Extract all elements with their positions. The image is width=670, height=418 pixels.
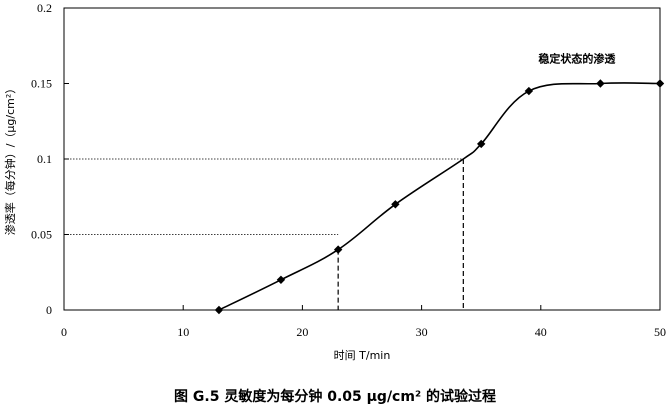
x-tick-label: 0 bbox=[61, 325, 67, 339]
y-tick-label: 0.15 bbox=[31, 77, 52, 91]
permeation-series-line bbox=[218, 82, 661, 311]
y-tick-label: 0.05 bbox=[31, 228, 52, 242]
data-point-marker bbox=[276, 275, 286, 284]
x-tick-label: 10 bbox=[177, 325, 189, 339]
data-point-marker bbox=[214, 305, 224, 315]
y-axis-title: 渗透率（每分钟）/（μg/cm²） bbox=[3, 83, 17, 236]
y-tick-label: 0.1 bbox=[37, 152, 52, 166]
tick-labels: 0 10 20 30 40 50 0 0.05 0.1 0.15 0.2 bbox=[31, 1, 666, 339]
x-tick-label: 50 bbox=[654, 325, 666, 339]
data-point-marker bbox=[524, 86, 534, 96]
steady-state-annotation: 稳定状态的渗透 bbox=[538, 52, 616, 66]
data-point-marker bbox=[655, 79, 665, 88]
x-tick-label: 30 bbox=[416, 325, 428, 339]
data-point-marker bbox=[596, 79, 605, 88]
y-tick-label: 0.2 bbox=[37, 1, 52, 15]
data-markers bbox=[214, 79, 665, 315]
figure-caption: 图 G.5 灵敏度为每分钟 0.05 μg/cm² 的试验过程 bbox=[174, 389, 496, 405]
y-tick-label: 0 bbox=[46, 303, 52, 317]
data-point-marker bbox=[333, 245, 343, 254]
axis-ticks bbox=[63, 7, 661, 311]
x-tick-label: 20 bbox=[296, 325, 308, 339]
data-point-marker bbox=[477, 139, 486, 149]
data-point-marker bbox=[391, 200, 400, 209]
reference-lines bbox=[64, 158, 464, 310]
permeation-chart: 0 10 20 30 40 50 0 0.05 0.1 0.15 0.2 稳定状态的渗透 时间 T/… bbox=[3, 1, 666, 362]
x-axis-title: 时间 T/min bbox=[334, 349, 391, 362]
x-tick-label: 40 bbox=[535, 325, 547, 339]
